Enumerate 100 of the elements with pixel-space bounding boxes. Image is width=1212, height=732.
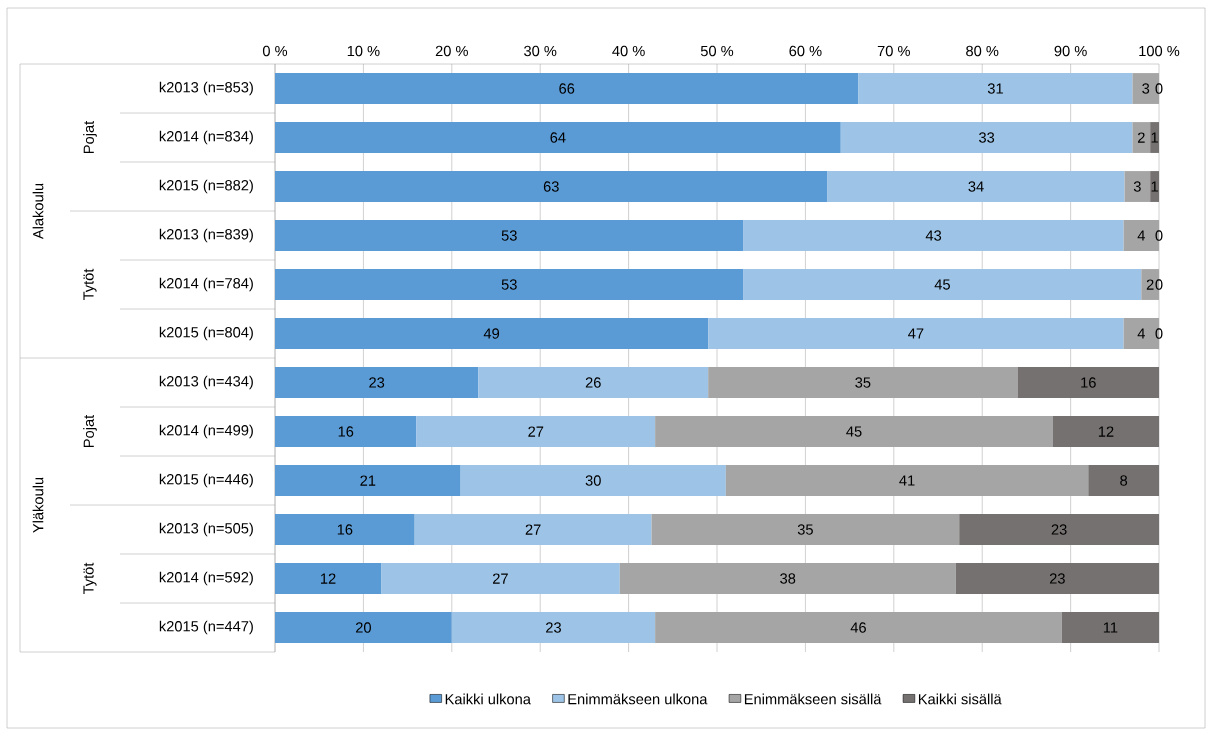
bar bbox=[743, 220, 1124, 251]
data-label: 41 bbox=[899, 475, 915, 486]
bar bbox=[1017, 367, 1160, 398]
data-label: 1 bbox=[1151, 132, 1158, 143]
data-label: 1 bbox=[1151, 181, 1158, 192]
legend-label: Enimmäkseen ulkona bbox=[568, 693, 708, 705]
bar bbox=[1150, 171, 1160, 202]
x-tick-label: 80 % bbox=[966, 45, 999, 57]
bar bbox=[478, 367, 709, 398]
y-tick-label: k2013 (n=853) bbox=[159, 81, 253, 96]
bar bbox=[1088, 465, 1160, 496]
bar bbox=[275, 612, 452, 643]
bar bbox=[275, 171, 828, 202]
text: Tytöt bbox=[83, 562, 97, 595]
bar bbox=[725, 465, 1089, 496]
bar bbox=[708, 367, 1018, 398]
data-label: 66 bbox=[559, 83, 575, 94]
bar bbox=[275, 220, 744, 251]
data-label: 45 bbox=[846, 426, 862, 437]
x-tick-label: 60 % bbox=[789, 45, 822, 57]
bar bbox=[651, 514, 960, 545]
data-label: 47 bbox=[908, 328, 924, 339]
x-tick-label: 20 % bbox=[435, 45, 468, 57]
legend-label: Kaikki sisällä bbox=[918, 693, 1002, 705]
y-tick-label: k2014 (n=499) bbox=[159, 424, 253, 439]
data-label: 35 bbox=[855, 377, 871, 388]
bar bbox=[959, 514, 1160, 545]
data-label: 11 bbox=[1103, 622, 1118, 633]
data-label: 23 bbox=[1049, 573, 1065, 584]
data-label: 63 bbox=[543, 181, 559, 192]
data-label: 38 bbox=[780, 573, 796, 584]
bar bbox=[1132, 122, 1151, 153]
text: Yläkoulu bbox=[32, 477, 44, 533]
data-label: 0 bbox=[1155, 230, 1163, 241]
x-tick-label: 0 % bbox=[262, 45, 288, 57]
y-tick-label: k2013 (n=434) bbox=[159, 375, 253, 390]
data-label: 43 bbox=[925, 230, 942, 241]
x-tick-label: 50 % bbox=[700, 45, 734, 57]
data-label: 27 bbox=[528, 426, 544, 437]
x-tick-label: 100 % bbox=[1139, 45, 1180, 57]
text: Alakoulu bbox=[32, 183, 44, 240]
data-label: 53 bbox=[501, 279, 517, 290]
data-label: 2 bbox=[1146, 279, 1154, 290]
data-label: 45 bbox=[934, 279, 950, 290]
bar bbox=[275, 367, 479, 398]
bar bbox=[275, 73, 859, 104]
data-label: 23 bbox=[1051, 524, 1067, 535]
y-tick-label: k2014 (n=834) bbox=[159, 130, 253, 145]
bar bbox=[858, 73, 1133, 104]
bar bbox=[1052, 416, 1160, 447]
bar bbox=[840, 122, 1133, 153]
data-label: 21 bbox=[360, 475, 376, 486]
bar bbox=[275, 269, 744, 300]
data-label: 64 bbox=[550, 132, 566, 143]
data-label: 4 bbox=[1137, 328, 1145, 339]
bar bbox=[451, 612, 656, 643]
data-label: 23 bbox=[369, 377, 385, 388]
legend-label: Enimmäkseen sisällä bbox=[744, 693, 882, 705]
data-label: 12 bbox=[321, 573, 336, 584]
y-tick-label: k2015 (n=882) bbox=[159, 179, 253, 194]
bar bbox=[416, 416, 656, 447]
text: Pojat bbox=[83, 120, 97, 153]
data-label: 2 bbox=[1137, 132, 1145, 143]
bar bbox=[414, 514, 652, 545]
bar bbox=[275, 122, 841, 153]
text: Tytöt bbox=[83, 268, 97, 301]
bar bbox=[275, 416, 417, 447]
data-label: 30 bbox=[585, 475, 601, 486]
x-tick-label: 10 % bbox=[347, 45, 380, 57]
bar bbox=[460, 465, 726, 496]
data-label: 0 bbox=[1155, 83, 1163, 94]
bar bbox=[1150, 122, 1160, 153]
data-label: 16 bbox=[1081, 377, 1096, 388]
data-label: 20 bbox=[355, 622, 371, 633]
y-tick-label: k2015 (n=446) bbox=[159, 473, 253, 488]
bar bbox=[619, 563, 956, 594]
data-label: 12 bbox=[1098, 426, 1114, 437]
data-label: 49 bbox=[483, 328, 500, 339]
x-tick-label: 70 % bbox=[877, 45, 910, 57]
data-label: 53 bbox=[501, 230, 517, 241]
data-label: 0 bbox=[1155, 328, 1163, 339]
y-tick-label: k2014 (n=592) bbox=[159, 571, 253, 586]
x-tick-label: 90 % bbox=[1054, 45, 1087, 57]
data-label: 16 bbox=[337, 524, 353, 535]
x-tick-label: 30 % bbox=[524, 45, 557, 57]
x-tick-label: 40 % bbox=[612, 45, 645, 57]
data-label: 35 bbox=[797, 524, 813, 535]
text: Pojat bbox=[83, 414, 97, 447]
data-label: 34 bbox=[968, 181, 984, 192]
bar bbox=[827, 171, 1125, 202]
data-label: 27 bbox=[493, 573, 508, 584]
bar bbox=[1124, 171, 1151, 202]
data-label: 27 bbox=[525, 524, 541, 535]
bar bbox=[275, 563, 382, 594]
data-label: 46 bbox=[850, 622, 866, 633]
data-label: 26 bbox=[585, 377, 601, 388]
bar bbox=[275, 318, 709, 349]
data-label: 16 bbox=[338, 426, 354, 437]
bar bbox=[275, 465, 461, 496]
bar bbox=[743, 269, 1142, 300]
